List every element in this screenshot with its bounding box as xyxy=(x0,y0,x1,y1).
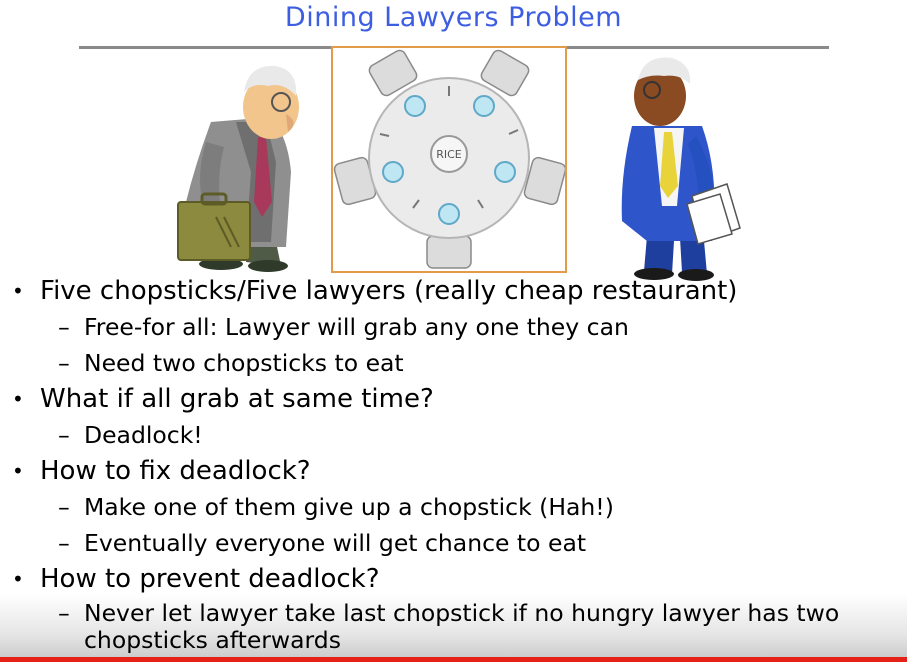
bullet-item: • How to fix deadlock? xyxy=(12,456,311,486)
sub-bullet-item: – Free-for all: Lawyer will grab any one … xyxy=(58,313,629,341)
bullet-text: How to prevent deadlock? xyxy=(40,564,380,594)
sub-bullet-item: – Make one of them give up a chopstick (H… xyxy=(58,493,614,521)
sub-bullet-text: Free-for all: Lawyer will grab any one t… xyxy=(84,313,629,341)
bullet-item: • Five chopsticks/Five lawyers (really ch… xyxy=(12,276,738,306)
round-dining-table-icon: RICE xyxy=(333,49,567,269)
bullet-text: Five chopsticks/Five lawyers (really che… xyxy=(40,276,738,306)
bullet-item: • How to prevent deadlock? xyxy=(12,564,380,594)
video-progress-bar[interactable] xyxy=(0,657,907,662)
lawyer-with-briefcase-icon xyxy=(177,65,299,272)
sub-bullet-text: Make one of them give up a chopstick (Ha… xyxy=(84,493,614,521)
rice-label: RICE xyxy=(436,148,462,161)
bullet-item: • What if all grab at same time? xyxy=(12,384,434,414)
lawyer-with-papers-icon xyxy=(621,57,741,281)
dining-table-illustration: RICE xyxy=(331,46,567,273)
sub-bullet-text: Deadlock! xyxy=(84,421,203,449)
bullet-text: How to fix deadlock? xyxy=(40,456,311,486)
slide-title: Dining Lawyers Problem xyxy=(284,2,623,33)
sub-bullet-item: – Never let lawyer take last chopstick if… xyxy=(58,599,840,654)
sub-bullet-text: Eventually everyone will get chance to e… xyxy=(84,529,587,557)
sub-bullet-text: Never let lawyer take last chopstick if … xyxy=(84,599,840,654)
sub-bullet-text: Need two chopsticks to eat xyxy=(84,349,404,377)
bullet-text: What if all grab at same time? xyxy=(40,384,434,414)
bullet-list: • Five chopsticks/Five lawyers (really ch… xyxy=(10,273,900,654)
sub-bullet-item: – Need two chopsticks to eat xyxy=(58,349,404,377)
sub-bullet-item: – Eventually everyone will get chance to … xyxy=(58,529,587,557)
video-progress-fill xyxy=(0,657,907,662)
sub-bullet-item: – Deadlock! xyxy=(58,421,203,449)
